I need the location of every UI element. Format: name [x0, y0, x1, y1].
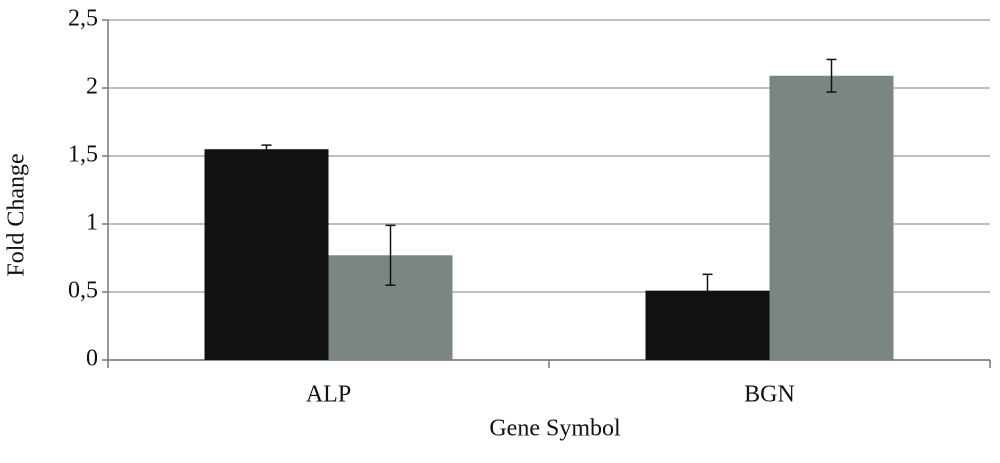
y-tick-label: 0: [86, 346, 98, 372]
y-tick-label: 1,5: [68, 142, 98, 168]
y-tick-label: 0,5: [68, 278, 98, 304]
y-axis-label: Fold Change: [4, 153, 30, 276]
bar: [204, 149, 329, 360]
x-tick-label: BGN: [744, 382, 795, 408]
x-tick-label: ALP: [306, 382, 351, 408]
y-tick-label: 2: [86, 74, 98, 100]
bar: [769, 75, 894, 360]
y-tick-label: 2,5: [68, 6, 98, 32]
y-tick-label: 1: [86, 210, 98, 236]
x-axis-label: Gene Symbol: [489, 416, 621, 442]
